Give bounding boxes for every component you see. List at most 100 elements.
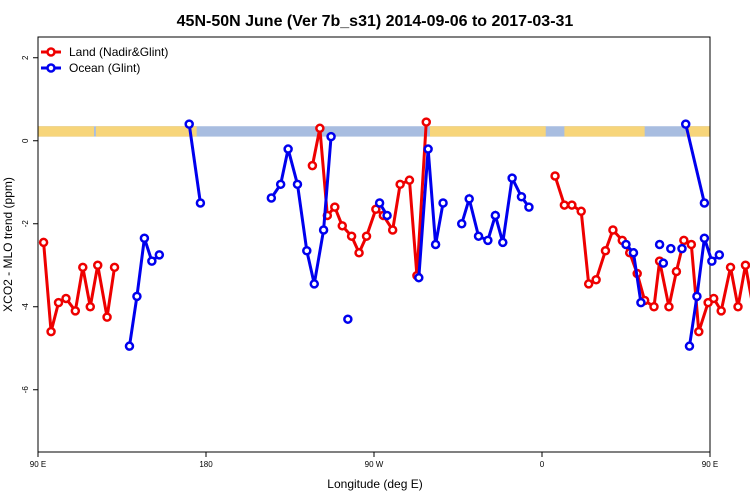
data-point bbox=[733, 302, 743, 312]
band-segment bbox=[685, 126, 710, 137]
data-point bbox=[516, 192, 527, 202]
data-point bbox=[456, 219, 467, 229]
data-point bbox=[315, 123, 325, 134]
legend-label: Land (Nadir&Glint) bbox=[69, 45, 168, 59]
data-point bbox=[395, 179, 405, 190]
y-axis: -6 -4 -2 0 2 bbox=[21, 55, 38, 393]
y-tick-label: -2 bbox=[21, 220, 30, 228]
data-point bbox=[102, 312, 112, 322]
series-line bbox=[187, 123, 202, 204]
series-line bbox=[460, 173, 531, 243]
y-tick-label: -6 bbox=[21, 386, 30, 394]
data-point bbox=[677, 243, 687, 254]
data-point bbox=[498, 237, 508, 248]
data-point bbox=[387, 225, 398, 235]
data-point bbox=[438, 198, 448, 208]
data-point bbox=[147, 256, 157, 266]
data-point bbox=[53, 297, 64, 308]
data-point bbox=[139, 233, 150, 244]
data-point bbox=[109, 262, 120, 273]
data-point bbox=[490, 210, 501, 221]
data-point bbox=[70, 306, 81, 316]
data-point bbox=[38, 237, 49, 248]
y-axis-label: XCO2 - MLO trend (ppm) bbox=[1, 177, 15, 312]
data-point bbox=[666, 243, 676, 254]
band-segment bbox=[430, 126, 546, 137]
data-point bbox=[382, 210, 392, 221]
data-point bbox=[184, 119, 194, 129]
data-band bbox=[38, 126, 710, 137]
data-point bbox=[302, 245, 312, 256]
data-point bbox=[195, 198, 206, 208]
data-point bbox=[679, 235, 689, 246]
x-axis-label: Longitude (deg E) bbox=[327, 477, 422, 491]
x-tick-label: 0 bbox=[540, 460, 545, 469]
data-point bbox=[92, 260, 103, 270]
data-point bbox=[692, 291, 702, 302]
data-point bbox=[421, 117, 432, 127]
data-point bbox=[591, 275, 601, 285]
x-tick-label: 90 W bbox=[365, 460, 384, 469]
x-axis: 90 E 180 90 W 0 90 E bbox=[30, 452, 718, 469]
data-point bbox=[337, 221, 348, 231]
series-line bbox=[417, 148, 445, 278]
data-point bbox=[716, 306, 726, 316]
series-line bbox=[42, 242, 117, 333]
data-point bbox=[621, 239, 631, 250]
data-point bbox=[154, 250, 165, 260]
data-point bbox=[649, 302, 659, 312]
data-point bbox=[132, 291, 142, 302]
band-segment bbox=[95, 126, 197, 137]
data-point bbox=[628, 248, 639, 258]
data-point bbox=[423, 144, 433, 154]
data-point bbox=[550, 171, 560, 181]
series-layer bbox=[38, 117, 750, 351]
data-point bbox=[699, 198, 710, 208]
series-line bbox=[270, 136, 333, 285]
band-segment bbox=[38, 126, 94, 137]
data-point bbox=[725, 262, 736, 273]
data-point bbox=[664, 302, 674, 312]
data-point bbox=[124, 341, 135, 351]
series-line bbox=[684, 123, 706, 204]
chart-title: 45N-50N June (Ver 7b_s31) 2014-09-06 to … bbox=[177, 13, 574, 30]
series-ocean bbox=[124, 119, 725, 351]
data-point bbox=[326, 131, 336, 142]
data-point bbox=[714, 250, 725, 260]
data-point bbox=[694, 326, 704, 337]
band-background bbox=[38, 126, 710, 137]
x-tick-label: 180 bbox=[199, 460, 213, 469]
data-point bbox=[61, 293, 71, 304]
data-point bbox=[654, 239, 665, 250]
data-point bbox=[524, 202, 534, 212]
data-point bbox=[559, 200, 570, 210]
data-point bbox=[292, 179, 303, 190]
y-tick-label: -4 bbox=[21, 303, 30, 311]
data-point bbox=[740, 260, 750, 270]
data-point bbox=[361, 231, 372, 241]
data-point bbox=[658, 258, 669, 268]
data-point bbox=[671, 266, 682, 277]
data-point bbox=[275, 179, 286, 190]
data-point bbox=[583, 279, 594, 289]
data-point bbox=[346, 231, 357, 241]
x-tick-label: 90 E bbox=[30, 460, 46, 469]
data-point bbox=[283, 144, 293, 154]
data-point bbox=[576, 206, 586, 217]
data-point bbox=[699, 233, 710, 244]
x-tick-label: 90 E bbox=[702, 460, 718, 469]
data-point bbox=[636, 297, 646, 308]
data-point bbox=[266, 193, 277, 203]
data-point bbox=[600, 245, 611, 256]
data-point bbox=[483, 235, 493, 246]
data-point bbox=[680, 119, 691, 129]
data-point bbox=[78, 262, 88, 273]
data-point bbox=[404, 175, 415, 185]
data-point bbox=[354, 248, 364, 258]
data-point bbox=[309, 279, 320, 289]
legend-marker bbox=[46, 47, 56, 57]
data-point bbox=[46, 326, 56, 337]
data-point bbox=[507, 173, 517, 183]
data-point bbox=[686, 239, 697, 250]
